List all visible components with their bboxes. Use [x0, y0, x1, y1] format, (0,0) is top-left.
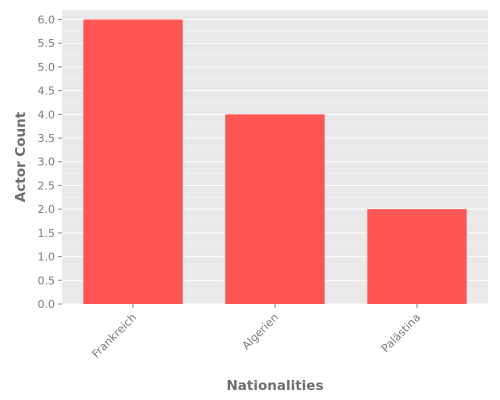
bars: [83, 19, 467, 305]
y-tick-label: 5.5: [38, 37, 56, 50]
x-tick-label: Algerien: [240, 311, 281, 352]
bar-frankreich: [83, 19, 183, 304]
y-tick-label: 0.0: [38, 298, 56, 311]
y-tick-label: 2.5: [38, 179, 56, 192]
x-axis-title: Nationalities: [226, 378, 323, 394]
y-tick-label: 1.5: [38, 227, 56, 240]
x-tick-label: Palästina: [379, 311, 423, 355]
y-tick-label: 6.0: [38, 13, 56, 26]
y-axis-title: Actor Count: [13, 111, 29, 202]
y-tick-label: 5.0: [38, 61, 56, 74]
y-tick-label: 3.5: [38, 132, 56, 145]
y-axis-ticks: 0.0 0.5 1.0 1.5 2.0 2.5 3.0 3.5 4.0 4.5 5.0 5.5 6.0: [38, 13, 62, 311]
y-tick-label: 3.0: [38, 156, 56, 169]
bar-algerien: [225, 114, 325, 305]
y-tick-label: 2.0: [38, 203, 56, 216]
bar-palästina: [367, 209, 467, 304]
y-tick-label: 4.0: [38, 108, 56, 121]
y-tick-label: 0.5: [38, 274, 56, 287]
y-tick-label: 1.0: [38, 251, 56, 264]
x-tick-label: Frankreich: [89, 311, 139, 361]
y-tick-label: 4.5: [38, 85, 56, 98]
x-axis-ticks: Frankreich Algerien Palästina: [89, 304, 423, 361]
